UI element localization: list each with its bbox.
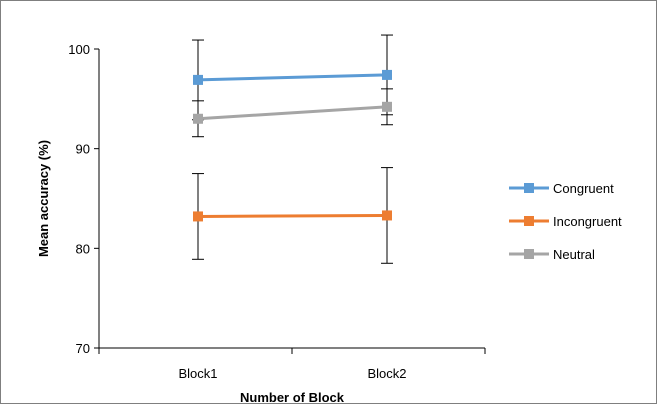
data-point (193, 74, 203, 85)
series-markers (193, 69, 392, 222)
legend-swatch-marker (524, 183, 534, 193)
y-axis-title: Mean accuracy (%) (36, 140, 51, 257)
data-point (193, 211, 203, 222)
x-tick-label: Block2 (367, 366, 406, 381)
y-tick-label: 80 (76, 241, 90, 256)
y-tick-label: 90 (76, 142, 90, 157)
legend-label: Neutral (553, 247, 595, 262)
series-line (197, 73, 388, 82)
legend-entry: Neutral (509, 247, 595, 262)
legend-swatch-marker (524, 249, 534, 259)
y-tick-label: 70 (76, 341, 90, 356)
axes (94, 48, 486, 354)
tick-labels: 70 80 90 100 Block1 Block2 (68, 42, 406, 381)
series-line (197, 105, 388, 121)
y-tick-label: 100 (68, 42, 90, 57)
legend-label: Congruent (553, 181, 614, 196)
x-tick-label: Block1 (178, 366, 217, 381)
legend: Congruent Incongruent Neutral (509, 181, 622, 262)
legend-entry: Congruent (509, 181, 614, 196)
data-point (382, 69, 392, 80)
data-point (382, 210, 392, 221)
series-lines (197, 73, 388, 218)
error-bars (192, 34, 393, 264)
legend-entry: Incongruent (509, 214, 622, 229)
series-line (197, 213, 388, 218)
data-point (382, 101, 392, 112)
data-point (193, 113, 203, 124)
x-axis-title: Number of Block (240, 390, 345, 405)
legend-label: Incongruent (553, 214, 622, 229)
legend-swatch-marker (524, 216, 534, 226)
